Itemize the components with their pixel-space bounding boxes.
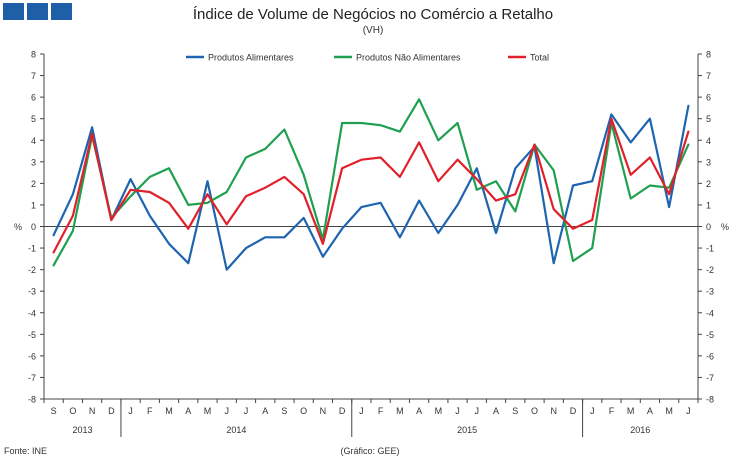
x-tick-label: N <box>320 406 327 416</box>
y-tick-label-right: -4 <box>706 308 714 318</box>
y-tick-label-right: 2 <box>706 179 711 189</box>
x-tick-label: A <box>262 406 268 416</box>
y-tick-label-right: -1 <box>706 244 714 254</box>
y-tick-label-right: -2 <box>706 265 714 275</box>
y-tick-label-left: 7 <box>31 71 36 81</box>
y-tick-label-right: 3 <box>706 157 711 167</box>
year-label: 2016 <box>630 425 650 435</box>
x-tick-label: A <box>493 406 499 416</box>
logo-square <box>51 3 72 20</box>
x-tick-label: J <box>686 406 691 416</box>
y-tick-label-left: 2 <box>31 179 36 189</box>
x-tick-label: S <box>281 406 287 416</box>
series-line <box>52 117 690 254</box>
x-tick-label: O <box>69 406 76 416</box>
x-tick-label: O <box>300 406 307 416</box>
y-axis-unit-right: % <box>721 222 729 232</box>
x-tick-label: A <box>185 406 191 416</box>
y-tick-label-left: 5 <box>31 114 36 124</box>
y-tick-label-left: -2 <box>28 265 36 275</box>
x-tick-label: N <box>550 406 557 416</box>
x-tick-label: J <box>244 406 249 416</box>
x-tick-label: M <box>435 406 443 416</box>
x-tick-label: D <box>108 406 115 416</box>
x-tick-label: D <box>570 406 577 416</box>
y-tick-label-left: 1 <box>31 200 36 210</box>
x-tick-label: M <box>165 406 173 416</box>
x-tick-label: F <box>609 406 615 416</box>
y-tick-label-right: 1 <box>706 200 711 210</box>
year-label: 2013 <box>72 425 92 435</box>
y-tick-label-left: 8 <box>31 50 36 60</box>
y-tick-label-left: -8 <box>28 395 36 405</box>
x-tick-label: J <box>475 406 480 416</box>
year-label: 2014 <box>226 425 246 435</box>
x-tick-label: D <box>339 406 346 416</box>
x-tick-label: J <box>224 406 229 416</box>
y-tick-label-right: 5 <box>706 114 711 124</box>
y-axis-unit-left: % <box>14 222 22 232</box>
x-tick-label: J <box>128 406 133 416</box>
x-tick-label: S <box>51 406 57 416</box>
y-tick-label-left: -4 <box>28 308 36 318</box>
x-tick-label: A <box>647 406 653 416</box>
x-tick-label: J <box>359 406 364 416</box>
y-tick-label-left: -6 <box>28 351 36 361</box>
x-tick-label: M <box>665 406 673 416</box>
x-tick-label: O <box>531 406 538 416</box>
x-tick-label: J <box>590 406 595 416</box>
y-tick-label-right: 8 <box>706 50 711 60</box>
chart-credit: (Gráfico: GEE) <box>340 446 400 456</box>
x-tick-label: M <box>396 406 404 416</box>
y-tick-label-left: 4 <box>31 136 36 146</box>
y-tick-label-left: 0 <box>31 222 36 232</box>
legend-label: Produtos Alimentares <box>208 53 294 63</box>
legend-label: Total <box>530 53 549 63</box>
y-tick-label-right: 6 <box>706 93 711 103</box>
y-tick-label-left: -7 <box>28 373 36 383</box>
x-tick-label: F <box>378 406 384 416</box>
y-tick-label-right: 4 <box>706 136 711 146</box>
series-line <box>52 98 690 267</box>
series-line <box>52 104 690 271</box>
x-tick-label: A <box>416 406 422 416</box>
x-tick-label: M <box>627 406 635 416</box>
y-tick-label-right: -8 <box>706 395 714 405</box>
y-tick-label-right: 0 <box>706 222 711 232</box>
y-tick-label-left: 6 <box>31 93 36 103</box>
source-note: Fonte: INE <box>4 446 48 456</box>
y-tick-label-right: -3 <box>706 287 714 297</box>
x-tick-label: F <box>147 406 153 416</box>
y-tick-label-left: 3 <box>31 157 36 167</box>
logo-square <box>27 3 48 20</box>
y-tick-label-left: -1 <box>28 244 36 254</box>
legend-label: Produtos Não Alimentares <box>356 53 461 63</box>
logo-square <box>3 3 24 20</box>
gee-logo <box>3 3 72 20</box>
x-tick-label: J <box>455 406 460 416</box>
chart-title: Índice de Volume de Negócios no Comércio… <box>192 6 554 23</box>
chart-subtitle: (VH) <box>362 25 384 36</box>
y-tick-label-left: -3 <box>28 287 36 297</box>
x-tick-label: N <box>89 406 96 416</box>
y-tick-label-right: -7 <box>706 373 714 383</box>
y-tick-label-right: 7 <box>706 71 711 81</box>
y-tick-label-right: -6 <box>706 351 714 361</box>
x-tick-label: S <box>512 406 518 416</box>
year-label: 2015 <box>457 425 477 435</box>
y-tick-label-right: -5 <box>706 330 714 340</box>
y-tick-label-left: -5 <box>28 330 36 340</box>
x-tick-label: M <box>204 406 212 416</box>
